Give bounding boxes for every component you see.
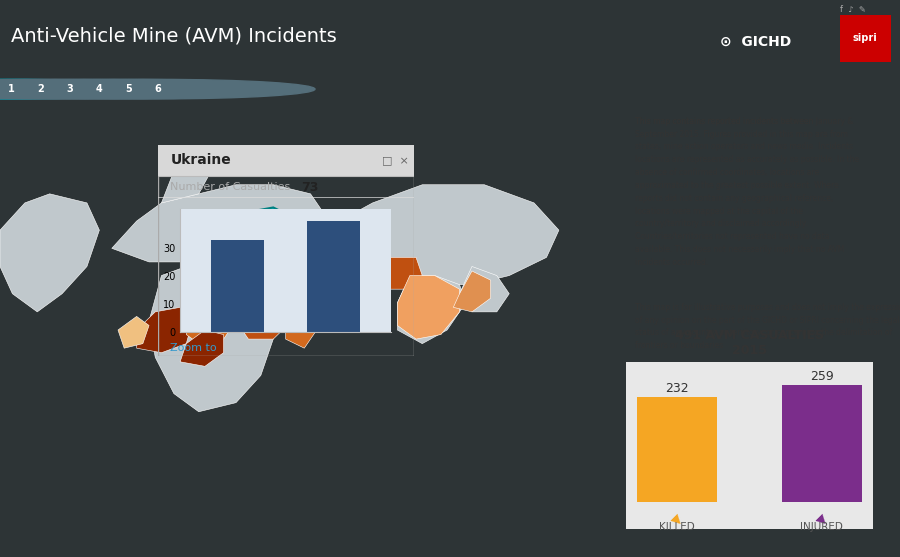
Bar xyxy=(212,240,264,332)
Text: 259: 259 xyxy=(810,370,833,383)
Text: INJURED: INJURED xyxy=(800,522,843,532)
Polygon shape xyxy=(137,307,193,353)
Polygon shape xyxy=(323,185,559,285)
Text: f  ♪  ✎: f ♪ ✎ xyxy=(841,5,866,14)
Polygon shape xyxy=(285,257,385,312)
Polygon shape xyxy=(398,276,466,344)
Text: This map contains reported incidents between: This map contains reported incidents bet… xyxy=(635,116,815,126)
Text: Ukraine: Ukraine xyxy=(170,153,231,167)
Circle shape xyxy=(0,79,198,99)
Polygon shape xyxy=(454,271,491,312)
Polygon shape xyxy=(460,266,509,312)
Text: This map contains reported incidents between January &
September 2015. Figures p: This map contains reported incidents bet… xyxy=(635,116,860,267)
Text: 1: 1 xyxy=(8,84,14,94)
Text: This map is for illustrative purposes and does not imply the expression
of any o: This map is for illustrative purposes an… xyxy=(635,303,900,350)
Text: sipri: sipri xyxy=(852,33,878,42)
Polygon shape xyxy=(180,330,223,367)
Circle shape xyxy=(0,79,227,99)
Polygon shape xyxy=(236,294,292,339)
Text: ⊙  GICHD: ⊙ GICHD xyxy=(720,35,791,48)
Text: 73: 73 xyxy=(302,180,319,194)
Polygon shape xyxy=(112,185,323,262)
Text: KILLED: KILLED xyxy=(659,522,695,532)
Polygon shape xyxy=(199,271,261,303)
Polygon shape xyxy=(0,194,99,312)
Text: Number of Casualties: Number of Casualties xyxy=(170,182,298,192)
Polygon shape xyxy=(323,294,366,325)
Polygon shape xyxy=(360,257,422,289)
Text: 232: 232 xyxy=(665,383,688,395)
Polygon shape xyxy=(161,158,212,203)
Bar xyxy=(782,385,862,502)
Circle shape xyxy=(0,79,315,99)
Text: 4: 4 xyxy=(95,84,103,94)
Bar xyxy=(308,221,360,332)
Text: Zoom to: Zoom to xyxy=(170,344,217,354)
Text: 6: 6 xyxy=(154,84,161,94)
Polygon shape xyxy=(149,266,274,412)
Text: 3: 3 xyxy=(67,84,73,94)
Circle shape xyxy=(0,79,286,99)
Bar xyxy=(158,145,414,175)
Polygon shape xyxy=(398,276,460,339)
Polygon shape xyxy=(186,303,236,344)
Text: ▶: ▶ xyxy=(814,512,830,528)
Title: 491 AVM CASUALTIES
2015: 491 AVM CASUALTIES 2015 xyxy=(675,329,824,356)
Text: ▶: ▶ xyxy=(669,512,685,528)
Bar xyxy=(637,397,716,502)
FancyBboxPatch shape xyxy=(840,15,891,62)
Text: □  ×: □ × xyxy=(382,155,409,165)
Text: 2: 2 xyxy=(37,84,44,94)
Polygon shape xyxy=(285,303,317,348)
Circle shape xyxy=(0,79,169,99)
Polygon shape xyxy=(118,316,149,348)
Text: 5: 5 xyxy=(125,84,131,94)
Text: Anti-Vehicle Mine (AVM) Incidents: Anti-Vehicle Mine (AVM) Incidents xyxy=(11,27,337,46)
Polygon shape xyxy=(230,207,292,240)
Circle shape xyxy=(0,79,256,99)
